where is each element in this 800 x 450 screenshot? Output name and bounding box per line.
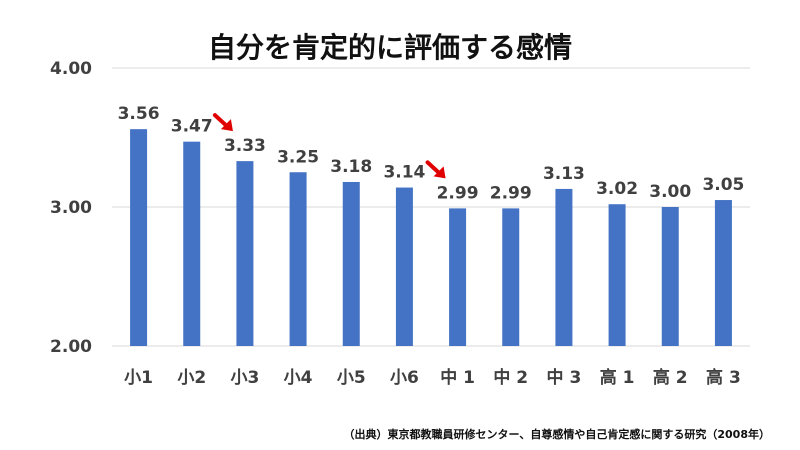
- bar: [661, 207, 679, 346]
- bar: [289, 172, 307, 346]
- x-tick-label: 高 1: [600, 367, 635, 388]
- x-tick-label: 中 1: [440, 367, 475, 388]
- bar: [130, 129, 148, 346]
- bar: [183, 141, 201, 346]
- data-label: 2.99: [437, 183, 479, 203]
- bar: [236, 161, 254, 346]
- x-tick-label: 小2: [177, 368, 206, 388]
- data-label: 3.47: [171, 117, 213, 137]
- chart-title: 自分を肯定的に評価する感情: [207, 31, 572, 64]
- data-label: 3.05: [702, 175, 744, 195]
- bar: [714, 200, 732, 346]
- x-tick-label: 小4: [284, 368, 313, 388]
- x-tick-label: 小3: [230, 368, 259, 388]
- data-label: 3.00: [649, 182, 691, 202]
- x-tick-label: 中 2: [493, 367, 528, 388]
- data-label: 3.13: [543, 164, 585, 184]
- data-label: 3.18: [330, 157, 372, 177]
- x-tick-label: 小6: [390, 368, 419, 388]
- data-label: 3.14: [383, 163, 425, 183]
- data-label: 3.56: [118, 104, 160, 124]
- x-tick-label: 中 3: [547, 367, 582, 388]
- bar: [342, 181, 360, 346]
- y-tick-label: 4.00: [50, 59, 92, 79]
- bar: [395, 187, 413, 346]
- source-note: （出典）東京都教職員研修センター、自尊感情や自己肯定感に関する研究（2008年）: [343, 428, 770, 441]
- red-arrow-icon: [425, 160, 446, 179]
- y-tick-label: 3.00: [50, 198, 92, 218]
- x-tick-label: 高 3: [706, 367, 741, 388]
- bar: [608, 204, 626, 346]
- bar: [502, 208, 520, 346]
- bar: [555, 188, 573, 346]
- red-arrow-icon: [212, 113, 233, 132]
- data-label: 3.33: [224, 136, 266, 156]
- bar: [449, 208, 467, 346]
- data-label: 2.99: [490, 183, 532, 203]
- data-label: 3.25: [277, 147, 319, 167]
- x-tick-label: 小1: [124, 368, 153, 388]
- x-tick-label: 小5: [337, 368, 366, 388]
- data-label: 3.02: [596, 179, 638, 199]
- y-tick-label: 2.00: [50, 337, 92, 357]
- x-tick-label: 高 2: [653, 367, 688, 388]
